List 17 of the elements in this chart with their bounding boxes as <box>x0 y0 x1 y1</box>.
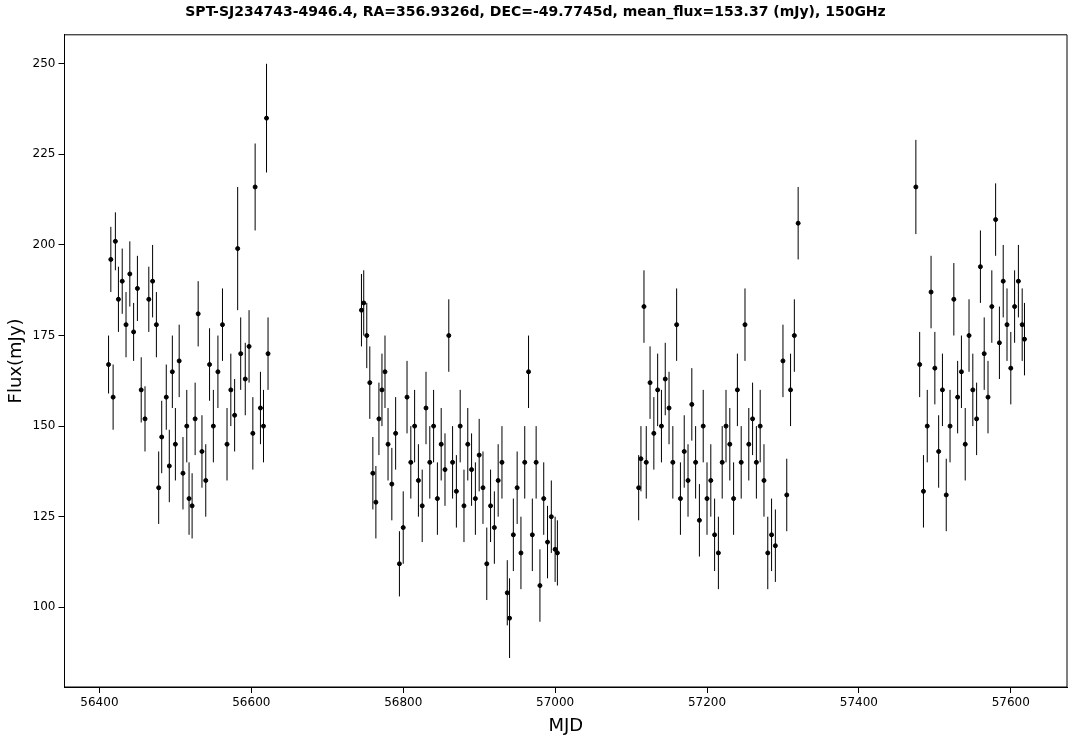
x-tick-label: 57000 <box>536 695 575 710</box>
y-axis-title: Flux(mJy) <box>4 318 26 404</box>
y-tick-label: 125 <box>32 508 56 523</box>
y-tick-label: 250 <box>32 55 56 70</box>
y-tick-label: 100 <box>32 599 56 614</box>
chart-title: SPT-SJ234743-4946.4, RA=356.9326d, DEC=-49.7745d, mean_flux=153.37 (mJy), 150GHz <box>185 3 886 21</box>
y-tick-label: 200 <box>32 237 56 252</box>
x-tick-label: 57400 <box>839 695 878 710</box>
y-tick-label: 225 <box>32 146 56 161</box>
x-tick-label: 57200 <box>687 695 727 710</box>
x-tick-label: 56400 <box>80 695 119 710</box>
x-tick-label: 56600 <box>232 695 271 710</box>
x-axis-title: MJD <box>548 713 584 735</box>
y-tick-label: 150 <box>32 418 56 433</box>
x-tick-label: 56800 <box>384 695 423 710</box>
x-tick-label: 57600 <box>991 695 1030 710</box>
y-tick-label: 175 <box>32 327 56 342</box>
